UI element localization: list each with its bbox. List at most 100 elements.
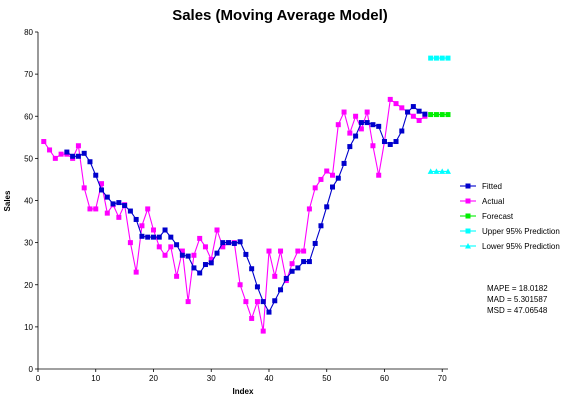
fitted-point [324,204,330,210]
stats-box: MAPE = 18.0182 MAD = 5.301587 MSD = 47.065… [487,284,548,315]
actual-point [399,105,405,111]
actual-point [324,168,330,174]
fitted-point [150,234,156,240]
fitted-point [243,251,249,257]
legend-swatch-marker [465,228,471,234]
fitted-point [422,111,428,117]
fitted-point [295,265,301,271]
actual-point [301,248,307,254]
actual-point [179,248,185,254]
forecast-point [428,112,434,118]
fitted-point [353,133,359,139]
x-tick-label: 0 [36,374,41,383]
y-tick-label: 20 [24,281,33,290]
fitted-point [162,227,168,233]
actual-point [335,122,341,128]
actual-point [116,214,122,220]
actual-point [295,248,301,254]
actual-point [197,235,203,241]
fitted-point [335,175,341,181]
fitted-point [387,141,393,147]
actual-point [289,261,295,267]
actual-point [191,252,197,258]
y-tick-label: 40 [24,197,33,206]
fitted-point [116,200,122,206]
fitted-point [179,252,185,258]
actual-point [87,206,93,212]
legend-label: Fitted [482,182,502,191]
fitted-point [122,203,128,209]
fitted-point [208,260,214,266]
actual-point [41,139,47,145]
fitted-point [185,253,191,259]
fitted-point [81,150,87,156]
actual-point [312,185,318,191]
x-axis-label: Index [233,387,254,396]
fitted-point [266,309,272,315]
series-actual [41,96,428,334]
actual-point [208,256,214,262]
actual-point [81,185,87,191]
fitted-point [145,234,151,240]
actual-point [168,244,174,250]
actual-point [387,96,393,102]
legend-item-forecast: Forecast [460,212,514,221]
fitted-point [254,284,260,290]
actual-point [260,328,266,334]
fitted-point [306,259,312,265]
stat-line: MSD = 47.06548 [487,306,548,315]
legend-item-upper-95-prediction: Upper 95% Prediction [460,227,560,236]
y-tick-label: 80 [24,28,33,37]
legend-item-lower-95-prediction: Lower 95% Prediction [460,242,560,251]
fitted-point [168,234,174,240]
fitted-point [99,187,105,193]
fitted-point [283,275,289,281]
x-tick-label: 50 [322,374,331,383]
actual-point [145,206,151,212]
actual-point [162,252,168,258]
chart-title: Sales (Moving Average Model) [172,7,388,24]
lower-95-prediction-point [433,168,440,174]
actual-point [278,248,284,254]
legend-label: Forecast [482,212,514,221]
actual-point [410,113,416,119]
series-fitted [64,104,428,315]
actual-point [318,176,324,182]
actual-point [243,299,249,305]
fitted-point [358,120,364,126]
fitted-point [104,194,110,200]
fitted-point [416,108,422,114]
actual-point [99,181,105,187]
actual-point [249,315,255,321]
fitted-point [272,298,278,304]
x-tick-label: 60 [380,374,389,383]
actual-point [214,227,220,233]
fitted-point [399,128,405,134]
lower-95-prediction-point [439,168,446,174]
fitted-point [191,265,197,271]
fitted-point [197,270,203,276]
fitted-point [202,262,208,268]
actual-point [376,172,382,178]
upper-95-prediction-point [445,55,451,61]
actual-point [416,117,422,123]
actual-point [393,101,399,107]
fitted-point [289,268,295,274]
stat-line: MAPE = 18.0182 [487,284,548,293]
fitted-point [370,122,376,128]
fitted-point [231,240,237,246]
fitted-point [312,240,318,246]
actual-point [58,151,64,157]
actual-point [306,206,312,212]
series-upper-95-prediction [428,55,451,61]
forecast-point [439,112,445,118]
fitted-point [278,287,284,293]
y-tick-label: 50 [24,154,33,163]
fitted-point [347,144,353,150]
x-tick-label: 40 [265,374,274,383]
legend-item-actual: Actual [460,197,504,206]
actual-point [47,147,53,153]
actual-line [43,98,426,332]
